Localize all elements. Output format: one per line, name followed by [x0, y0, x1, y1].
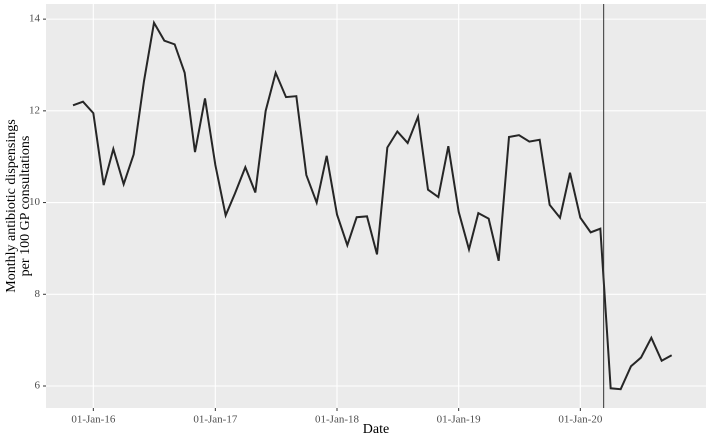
data-line — [72, 19, 673, 391]
y-tick-label: 8 — [35, 288, 41, 300]
y-tick-label: 14 — [29, 13, 41, 25]
y-tick-label: 12 — [29, 104, 40, 116]
y-axis-label: per 100 GP consultations — [18, 136, 33, 277]
x-tick-label: 01-Jan-16 — [71, 414, 115, 426]
x-tick-label: 01-Jan-17 — [193, 414, 237, 426]
y-tick-label: 6 — [35, 380, 41, 392]
x-tick-label: 01-Jan-20 — [558, 414, 602, 426]
x-axis-label: Date — [363, 422, 389, 437]
plot-panel — [46, 4, 706, 408]
x-tick-label: 01-Jan-18 — [315, 414, 359, 426]
y-axis-label: Monthly antibiotic dispensings — [4, 119, 19, 292]
x-tick-label: 01-Jan-19 — [437, 414, 481, 426]
y-tick-label: 10 — [29, 196, 41, 208]
